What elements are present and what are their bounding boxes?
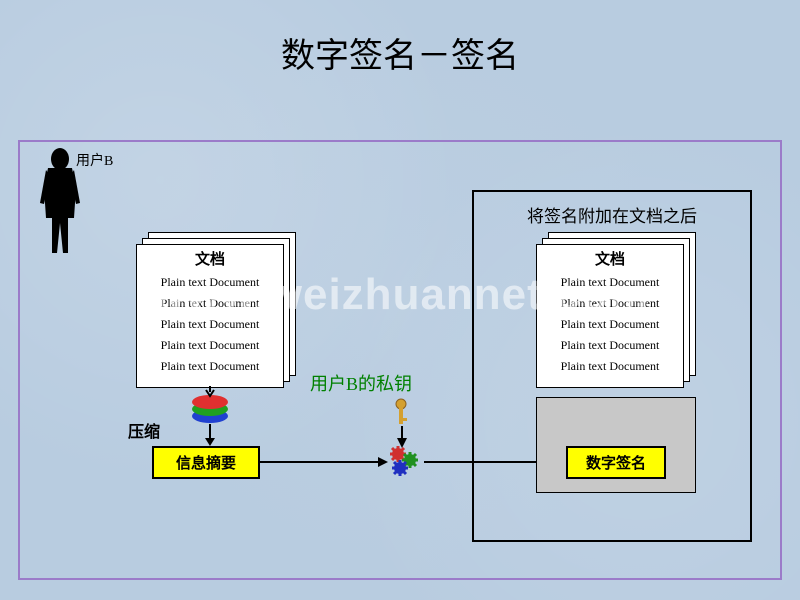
doc-line: Plain text Document (137, 356, 283, 377)
user-label: 用户B (76, 150, 113, 170)
compress-label: 压缩 (128, 418, 160, 442)
arrow-right-1 (260, 452, 390, 472)
doc-line: Plain text Document (137, 293, 283, 314)
private-key-label: 用户B的私钥 (310, 370, 412, 396)
key-icon (392, 398, 410, 428)
doc-line: Plain text Document (137, 272, 283, 293)
doc-line: Plain text Document (537, 356, 683, 377)
arrow-down-2 (202, 424, 218, 448)
doc-line: Plain text Document (537, 272, 683, 293)
digest-box: 信息摘要 (152, 446, 260, 479)
attach-label: 将签名附加在文档之后 (474, 192, 750, 233)
doc-line: Plain text Document (137, 314, 283, 335)
doc-right-title: 文档 (537, 245, 683, 272)
doc-line: Plain text Document (537, 314, 683, 335)
signature-box: 数字签名 (566, 446, 666, 479)
doc-left-title: 文档 (137, 245, 283, 272)
signature-label: 数字签名 (586, 456, 646, 472)
digest-label: 信息摘要 (176, 456, 236, 472)
doc-line: Plain text Document (137, 335, 283, 356)
arrow-down-1 (204, 386, 216, 398)
doc-line: Plain text Document (537, 335, 683, 356)
doc-line: Plain text Document (537, 293, 683, 314)
encrypt-gears-icon (386, 446, 422, 478)
page-title: 数字签名－签名 (0, 0, 800, 77)
